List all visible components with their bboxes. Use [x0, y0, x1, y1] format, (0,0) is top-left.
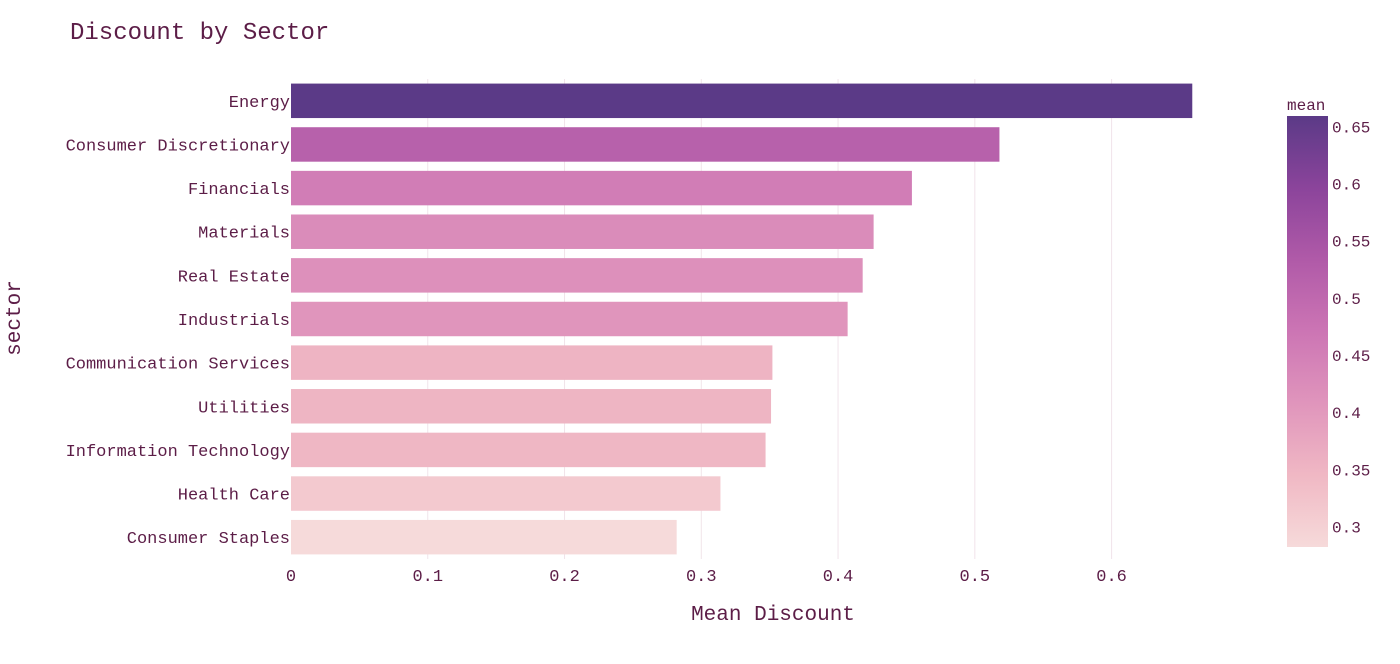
y-axis-title: sector	[4, 280, 27, 356]
colorbar-tick-label: 0.35	[1332, 462, 1370, 480]
x-tick-label: 0.1	[412, 568, 443, 587]
chart-title: Discount by Sector	[70, 20, 329, 47]
y-tick-label: Information Technology	[66, 443, 290, 462]
colorbar-tick-label: 0.3	[1332, 519, 1361, 537]
y-tick-label: Financials	[188, 181, 290, 200]
y-tick-label: Energy	[229, 94, 290, 113]
x-tick-label: 0.2	[549, 568, 580, 587]
x-tick-label: 0.3	[686, 568, 717, 587]
colorbar-tick-label: 0.5	[1332, 291, 1361, 309]
y-tick-label: Consumer Discretionary	[66, 137, 290, 156]
y-tick-label: Industrials	[178, 312, 290, 331]
x-axis-title: Mean Discount	[691, 604, 855, 627]
bar-information-technology[interactable]	[291, 432, 766, 468]
colorbar-tick-label: 0.6	[1332, 176, 1361, 194]
bars	[291, 83, 1193, 555]
colorbar: mean 0.3 0.35 0.4 0.45 0.5 0.55 0.6 0.65	[1287, 97, 1370, 547]
bar-communication-services[interactable]	[291, 345, 773, 380]
bar-utilities[interactable]	[291, 389, 772, 424]
y-tick-label: Materials	[198, 225, 290, 244]
bar-industrials[interactable]	[291, 301, 848, 337]
colorbar-tick-label: 0.4	[1332, 405, 1361, 423]
colorbar-tick-label: 0.45	[1332, 348, 1370, 366]
bar-health-care[interactable]	[291, 476, 721, 511]
colorbar-tick-label: 0.65	[1332, 119, 1370, 137]
y-tick-label: Real Estate	[178, 268, 290, 287]
x-axis-tick-labels: 0 0.1 0.2 0.3 0.4 0.5 0.6	[286, 568, 1127, 587]
bar-consumer-discretionary[interactable]	[291, 127, 1000, 162]
x-tick-label: 0.4	[823, 568, 854, 587]
y-tick-label: Communication Services	[66, 356, 290, 375]
colorbar-tick-label: 0.55	[1332, 234, 1370, 252]
bar-financials[interactable]	[291, 170, 912, 206]
y-axis-tick-labels: Energy Consumer Discretionary Financials Ma…	[66, 94, 290, 549]
bar-consumer-staples[interactable]	[291, 519, 677, 555]
bar-energy[interactable]	[291, 83, 1193, 119]
y-tick-label: Health Care	[178, 487, 290, 506]
x-tick-label: 0.5	[960, 568, 991, 587]
colorbar-tick-labels: 0.3 0.35 0.4 0.45 0.5 0.55 0.6 0.65	[1332, 119, 1370, 537]
x-tick-label: 0.6	[1096, 568, 1127, 587]
bar-real-estate[interactable]	[291, 258, 863, 293]
x-tick-label: 0	[286, 568, 296, 587]
colorbar-gradient	[1287, 116, 1328, 547]
bar-materials[interactable]	[291, 214, 874, 249]
y-tick-label: Consumer Staples	[127, 530, 290, 549]
y-tick-label: Utilities	[198, 399, 290, 418]
colorbar-title: mean	[1287, 97, 1325, 115]
